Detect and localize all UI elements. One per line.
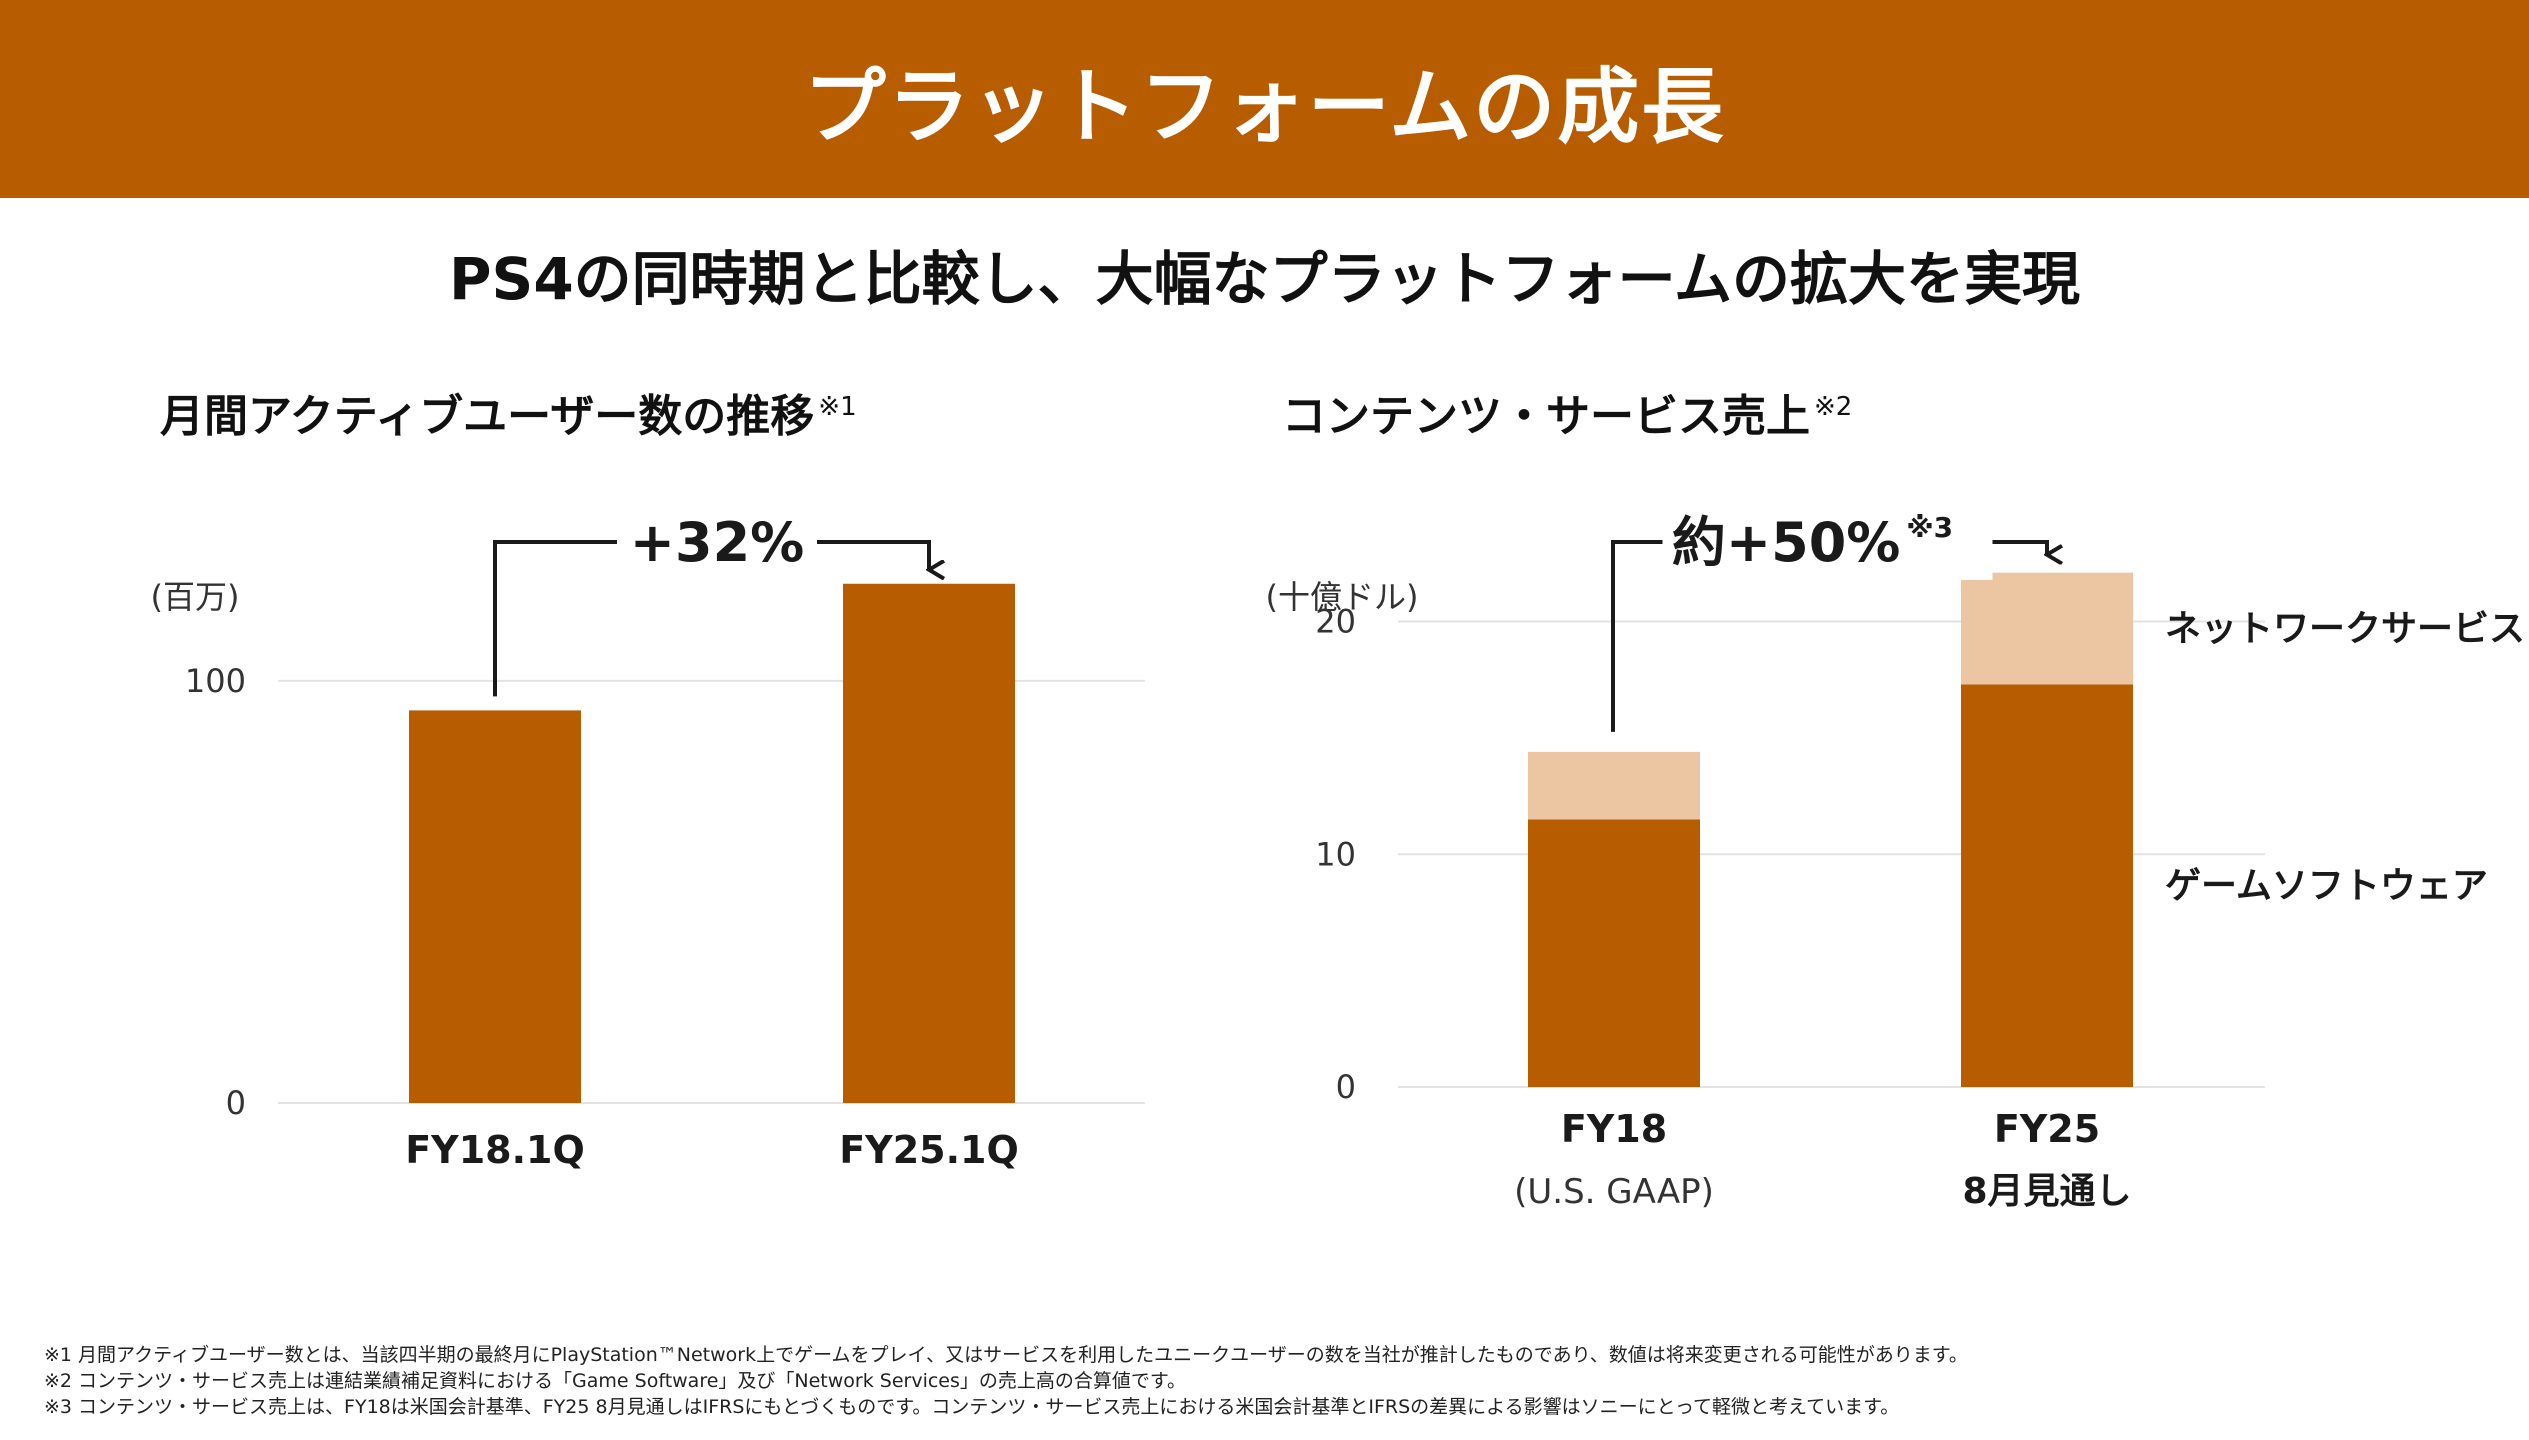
- chart2-bar-fy25-game-software: [1961, 684, 2133, 1087]
- footnotes: ※1 月間アクティブユーザー数とは、当該四半期の最終月にPlayStation™…: [44, 1342, 1968, 1420]
- chart1-ytick: 100: [185, 662, 246, 700]
- chart2-ytick: 0: [1336, 1068, 1356, 1106]
- chart2-bar-fy25-network-services: [1961, 572, 2133, 685]
- chart2-category-label: FY18: [1561, 1107, 1667, 1151]
- chart2-ytick: 20: [1315, 603, 1356, 641]
- footnote-3: ※3 コンテンツ・サービス売上は、FY18は米国会計基準、FY25 8月見通しは…: [44, 1396, 1900, 1418]
- chart1-category-label: FY25.1Q: [839, 1128, 1019, 1172]
- chart1-title-block: 月間アクティブユーザー数の推移 ※1: [160, 380, 857, 444]
- slide-subtitle: PS4の同時期と比較し、大幅なプラットフォームの拡大を実現: [449, 245, 2080, 313]
- chart1-annotation-background: [617, 502, 817, 582]
- chart1-growth-annotation: +32%: [630, 511, 805, 574]
- chart2-category-sublabel: (U.S. GAAP): [1514, 1172, 1714, 1212]
- chart2-annotation-text: 約+50%: [1672, 511, 1901, 574]
- chart1-ytick: 0: [226, 1084, 246, 1122]
- chart2-annotation-note: ※3: [1906, 511, 1953, 544]
- footnote-1: ※1 月間アクティブユーザー数とは、当該四半期の最終月にPlayStation™…: [44, 1344, 1968, 1366]
- chart1-bar-fy25-1q: [843, 583, 1015, 1103]
- chart2-title-block: コンテンツ・サービス売上 ※2: [1282, 380, 1852, 444]
- chart2-title-note: ※2: [1814, 392, 1853, 423]
- header-banner: プラットフォームの成長: [0, 0, 2529, 198]
- chart2-title: コンテンツ・サービス売上: [1282, 391, 1810, 442]
- chart2-ytick: 10: [1315, 835, 1356, 873]
- chart2-annotation-background: [1662, 490, 1993, 580]
- chart2: (十億ドル) 0 10 20 FY18 FY25 (U.S. GAAP) 8月見…: [1266, 490, 2525, 1212]
- chart2-legend-network-services: ネットワークサービス: [2165, 609, 2525, 650]
- footnote-2: ※2 コンテンツ・サービス売上は連結業績補足資料における「Game Softwa…: [44, 1370, 1186, 1392]
- chart1-bar-fy18-1q: [409, 710, 581, 1103]
- chart1-ylabel: (百万): [151, 578, 240, 616]
- chart2-bar-fy18-network-services: [1528, 751, 1700, 820]
- chart1-category-label: FY18.1Q: [405, 1128, 585, 1172]
- chart2-category-sublabel: 8月見通し: [1962, 1171, 2131, 1212]
- chart2-category-label: FY25: [1994, 1107, 2100, 1151]
- chart2-growth-annotation: 約+50% ※3: [1672, 511, 1953, 574]
- chart1: (百万) 0 100 FY18.1Q FY25.1Q +32%: [151, 502, 1145, 1172]
- chart2-legend-game-software: ゲームソフトウェア: [2165, 866, 2488, 907]
- page-title: プラットフォームの成長: [803, 59, 1726, 155]
- chart2-bar-fy18-game-software: [1528, 819, 1700, 1087]
- chart1-title: 月間アクティブユーザー数の推移: [160, 391, 815, 442]
- chart1-title-note: ※1: [818, 392, 857, 423]
- chart2-ylabel: (十億ドル): [1266, 578, 1419, 616]
